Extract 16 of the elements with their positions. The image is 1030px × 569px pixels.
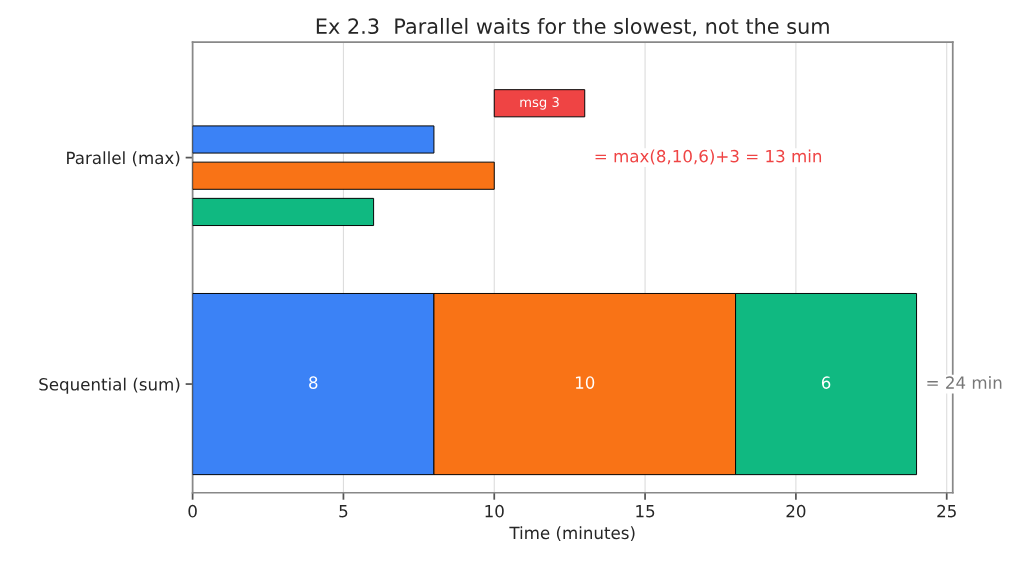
x-tick-label: 25 [937,504,956,518]
annotation: = max(8,10,6)+3 = 13 min [595,149,822,165]
chart-title: Ex 2.3 Parallel waits for the slowest, not the sum [316,17,829,37]
x-tick-label: 20 [786,504,806,518]
x-tick-label: 5 [339,505,348,518]
x-tick-label: 15 [636,505,655,518]
x-axis-title: Time (minutes) [509,526,635,542]
y-tick-label: Sequential (sum) [39,377,180,394]
x-tick-label: 10 [485,504,504,518]
data-label: msg 3 [520,97,559,110]
data-label: 6 [821,376,831,389]
data-label: 8 [309,376,318,389]
data-label: 10 [575,376,595,389]
x-tick-label: 0 [188,504,197,518]
y-tick-label: Parallel (max) [67,151,180,167]
annotation: = 24 min [927,375,1002,389]
